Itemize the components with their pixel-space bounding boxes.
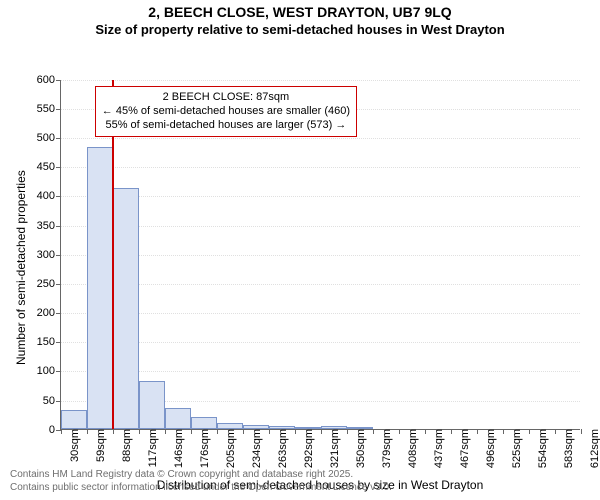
xtick-label: 30sqm: [67, 429, 81, 462]
xtick-mark: [581, 429, 582, 434]
histogram-bar: [191, 417, 217, 429]
ytick-label: 250: [37, 278, 61, 290]
ytick-label: 50: [43, 395, 61, 407]
histogram-bar: [295, 427, 321, 429]
xtick-mark: [269, 429, 270, 434]
xtick-mark: [555, 429, 556, 434]
xtick-mark: [529, 429, 530, 434]
y-axis-label: Number of semi-detached properties: [14, 170, 28, 365]
ytick-label: 100: [37, 365, 61, 377]
xtick-label: 59sqm: [93, 429, 107, 462]
xtick-label: 146sqm: [171, 429, 185, 468]
xtick-label: 292sqm: [301, 429, 315, 468]
xtick-label: 467sqm: [457, 429, 471, 468]
histogram-bar: [321, 426, 347, 428]
xtick-mark: [451, 429, 452, 434]
histogram-bar: [87, 147, 113, 429]
chart: Number of semi-detached properties 05010…: [0, 38, 600, 485]
ytick-label: 150: [37, 336, 61, 348]
xtick-mark: [503, 429, 504, 434]
annotation-line: 2 BEECH CLOSE: 87sqm: [102, 90, 350, 104]
xtick-label: 234sqm: [249, 429, 263, 468]
xtick-mark: [113, 429, 114, 434]
gridline: [61, 80, 580, 81]
footer: Contains HM Land Registry data © Crown c…: [10, 469, 392, 494]
xtick-label: 496sqm: [483, 429, 497, 468]
title-address: 2, BEECH CLOSE, WEST DRAYTON, UB7 9LQ: [0, 4, 600, 22]
xtick-mark: [295, 429, 296, 434]
histogram-bar: [113, 188, 139, 428]
ytick-label: 400: [37, 190, 61, 202]
ytick-label: 500: [37, 132, 61, 144]
annotation-line: 55% of semi-detached houses are larger (…: [102, 118, 350, 132]
xtick-label: 88sqm: [119, 429, 133, 462]
xtick-label: 612sqm: [587, 429, 600, 468]
histogram-bar: [217, 423, 243, 429]
ytick-label: 600: [37, 74, 61, 86]
xtick-label: 408sqm: [405, 429, 419, 468]
xtick-mark: [217, 429, 218, 434]
ytick-label: 550: [37, 103, 61, 115]
xtick-label: 437sqm: [431, 429, 445, 468]
xtick-label: 525sqm: [509, 429, 523, 468]
xtick-mark: [61, 429, 62, 434]
titles: 2, BEECH CLOSE, WEST DRAYTON, UB7 9LQ Si…: [0, 0, 600, 38]
footer-line-2: Contains public sector information licen…: [10, 482, 392, 495]
gridline: [61, 167, 580, 168]
xtick-mark: [165, 429, 166, 434]
xtick-mark: [399, 429, 400, 434]
histogram-bar: [269, 426, 295, 429]
xtick-mark: [425, 429, 426, 434]
histogram-bar: [139, 381, 165, 429]
histogram-bar: [347, 427, 373, 429]
ytick-label: 300: [37, 249, 61, 261]
ytick-label: 450: [37, 161, 61, 173]
xtick-mark: [139, 429, 140, 434]
xtick-label: 554sqm: [535, 429, 549, 468]
xtick-mark: [243, 429, 244, 434]
gridline: [61, 138, 580, 139]
ytick-label: 0: [49, 424, 61, 436]
xtick-mark: [373, 429, 374, 434]
xtick-label: 263sqm: [275, 429, 289, 468]
xtick-label: 583sqm: [561, 429, 575, 468]
xtick-mark: [321, 429, 322, 434]
xtick-mark: [347, 429, 348, 434]
xtick-label: 321sqm: [327, 429, 341, 468]
histogram-bar: [165, 408, 191, 428]
plot-area: 05010015020025030035040045050055060030sq…: [60, 80, 580, 430]
ytick-label: 350: [37, 220, 61, 232]
xtick-mark: [191, 429, 192, 434]
annotation-box: 2 BEECH CLOSE: 87sqm← 45% of semi-detach…: [95, 86, 357, 137]
histogram-bar: [61, 410, 87, 429]
xtick-mark: [477, 429, 478, 434]
xtick-label: 350sqm: [353, 429, 367, 468]
footer-line-1: Contains HM Land Registry data © Crown c…: [10, 469, 392, 482]
xtick-mark: [87, 429, 88, 434]
histogram-bar: [243, 425, 269, 429]
title-subtitle: Size of property relative to semi-detach…: [0, 22, 600, 38]
ytick-label: 200: [37, 307, 61, 319]
xtick-label: 379sqm: [379, 429, 393, 468]
xtick-label: 176sqm: [197, 429, 211, 468]
annotation-line: ← 45% of semi-detached houses are smalle…: [102, 104, 350, 118]
xtick-label: 205sqm: [223, 429, 237, 468]
xtick-label: 117sqm: [145, 429, 159, 467]
